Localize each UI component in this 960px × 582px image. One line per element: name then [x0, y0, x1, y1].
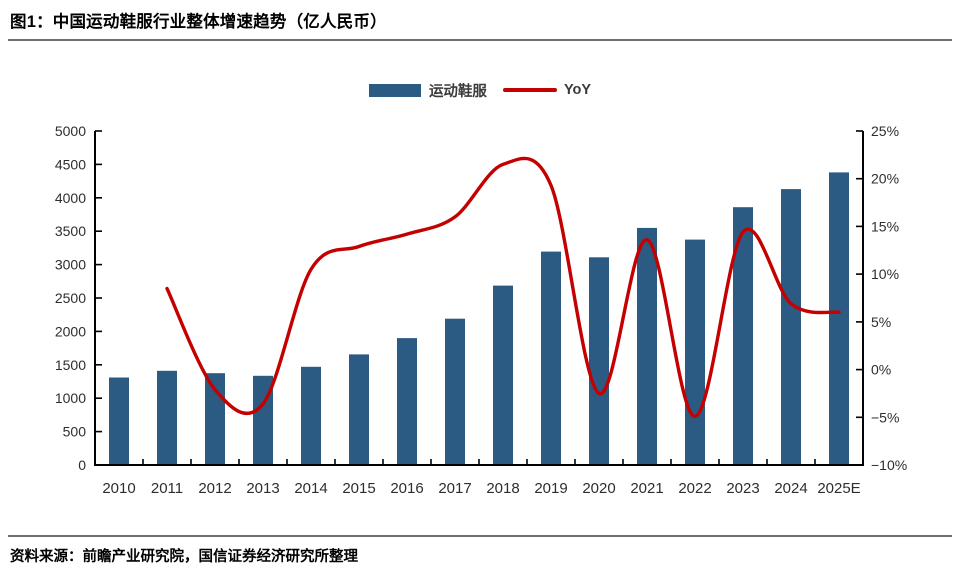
bar-2015: [349, 354, 369, 465]
y-left-tick-label: 1000: [55, 390, 86, 406]
legend-line-marker-icon: [502, 88, 557, 92]
bar-2023: [733, 207, 753, 465]
x-label-2023: 2023: [726, 480, 759, 497]
y-left-tick-label: 3500: [55, 223, 86, 239]
y-right-tick-label: 10%: [871, 266, 899, 282]
x-label-2020: 2020: [582, 480, 615, 497]
y-left-tick-label: 2500: [55, 290, 86, 306]
bar-2017: [445, 318, 465, 465]
x-label-2022: 2022: [678, 480, 711, 497]
legend-bar-label: 运动鞋服: [428, 83, 487, 100]
source-divider: [8, 535, 952, 537]
page-title: 图1：中国运动鞋服行业整体增速趋势（亿人民币）: [10, 13, 387, 31]
legend-bar-swatch-icon: [368, 83, 421, 97]
x-label-2016: 2016: [390, 480, 423, 497]
y-left-tick-label: 0: [78, 457, 86, 473]
y-left-tick-label: 3000: [55, 257, 86, 273]
y-right-tick-label: 20%: [871, 171, 899, 187]
yoy-line: [165, 156, 841, 418]
y-left-tick-label: 4500: [55, 156, 86, 172]
bar-2024: [781, 189, 801, 465]
x-label-2013: 2013: [246, 480, 279, 497]
x-label-2014: 2014: [294, 480, 327, 497]
x-label-2025E: 2025E: [817, 480, 860, 497]
y-right-tick-label: 5%: [871, 314, 891, 330]
x-label-2017: 2017: [438, 480, 471, 497]
bar-2011: [157, 370, 177, 465]
bar-2020: [589, 257, 609, 465]
y-right-tick-label: 0%: [871, 362, 891, 378]
bar-2014: [301, 366, 321, 465]
y-right-tick-label: −10%: [871, 457, 907, 473]
x-label-2024: 2024: [774, 480, 807, 497]
x-label-2010: 2010: [102, 480, 135, 497]
legend-yoy-label: YoY: [563, 82, 592, 98]
y-right-tick-label: 25%: [871, 123, 899, 139]
bar-2021: [637, 227, 657, 465]
x-label-2018: 2018: [486, 480, 519, 497]
x-label-2012: 2012: [198, 480, 231, 497]
title-divider: [8, 39, 952, 41]
y-left-tick-label: 500: [63, 424, 87, 440]
y-left-tick-label: 5000: [55, 123, 86, 139]
bar-2025E: [829, 172, 849, 465]
y-left-tick-label: 4000: [55, 190, 86, 206]
x-label-2021: 2021: [630, 480, 663, 497]
bar-2022: [685, 239, 705, 466]
bar-2018: [493, 285, 513, 465]
y-left-tick-label: 1500: [55, 357, 86, 373]
bar-2019: [541, 251, 561, 465]
source-text: 资料来源：前瞻产业研究院，国信证券经济研究所整理: [10, 549, 358, 565]
x-label-2019: 2019: [534, 480, 567, 497]
chart-legend: 运动鞋服 YoY: [0, 79, 960, 101]
y-right-tick-label: −5%: [871, 409, 899, 425]
x-label-2011: 2011: [151, 480, 183, 497]
bar-2016: [397, 338, 417, 465]
y-left-tick-label: 2000: [55, 323, 86, 339]
x-label-2015: 2015: [342, 480, 375, 497]
y-right-tick-label: 15%: [871, 218, 899, 234]
bar-2010: [109, 377, 129, 465]
